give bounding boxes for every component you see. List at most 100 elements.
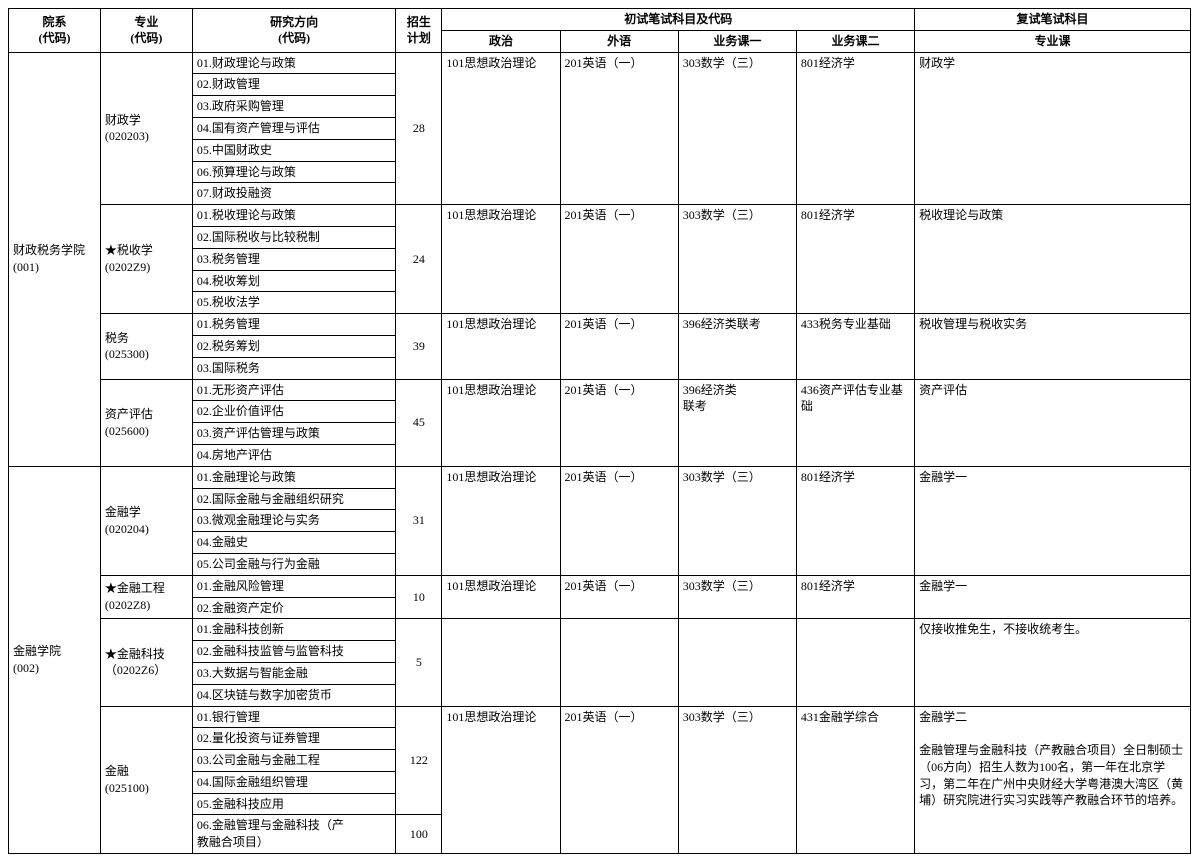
major-cell: 税务 (025300) bbox=[100, 314, 192, 379]
direction-cell: 01.税务管理 bbox=[192, 314, 396, 336]
subject-cell-1: 201英语（一） bbox=[560, 575, 678, 619]
direction-cell: 01.金融科技创新 bbox=[192, 619, 396, 641]
retest-cell: 金融学一 bbox=[915, 575, 1191, 619]
admissions-table: 院系 (代码) 专业 (代码) 研究方向 (代码) 招生 计划 初试笔试科目及代… bbox=[8, 8, 1191, 854]
direction-cell: 02.财政管理 bbox=[192, 74, 396, 96]
header-major: 专业 (代码) bbox=[100, 9, 192, 53]
direction-cell: 02.企业价值评估 bbox=[192, 401, 396, 423]
header-course1: 业务课一 bbox=[678, 30, 796, 52]
direction-cell: 01.金融理论与政策 bbox=[192, 466, 396, 488]
subject-cell-3 bbox=[796, 619, 914, 706]
plan-cell: 45 bbox=[396, 379, 442, 466]
subject-cell-1: 201英语（一） bbox=[560, 205, 678, 314]
direction-cell: 05.中国财政史 bbox=[192, 139, 396, 161]
subject-cell-0: 101思想政治理论 bbox=[442, 52, 560, 205]
subject-cell-3: 801经济学 bbox=[796, 205, 914, 314]
plan-cell: 122 bbox=[396, 706, 442, 815]
subject-cell-1: 201英语（一） bbox=[560, 379, 678, 466]
direction-cell: 01.财政理论与政策 bbox=[192, 52, 396, 74]
major-cell: ★金融工程 (0202Z8) bbox=[100, 575, 192, 619]
direction-cell: 03.税务管理 bbox=[192, 248, 396, 270]
subject-cell-2: 303数学（三） bbox=[678, 466, 796, 575]
table-body: 财政税务学院 (001)财政学 (020203)01.财政理论与政策28101思… bbox=[9, 52, 1191, 853]
direction-cell: 02.金融科技监管与监管科技 bbox=[192, 641, 396, 663]
subject-cell-2: 396经济类 联考 bbox=[678, 379, 796, 466]
header-course2: 业务课二 bbox=[796, 30, 914, 52]
plan-cell: 100 bbox=[396, 815, 442, 854]
direction-cell: 05.公司金融与行为金融 bbox=[192, 553, 396, 575]
retest-cell: 金融学二 金融管理与金融科技（产教融合项目）全日制硕士（06方向）招生人数为10… bbox=[915, 706, 1191, 854]
header-politics: 政治 bbox=[442, 30, 560, 52]
direction-cell: 04.国际金融组织管理 bbox=[192, 771, 396, 793]
direction-cell: 05.金融科技应用 bbox=[192, 793, 396, 815]
header-direction: 研究方向 (代码) bbox=[192, 9, 396, 53]
subject-cell-2: 303数学（三） bbox=[678, 706, 796, 854]
subject-cell-1: 201英语（一） bbox=[560, 466, 678, 575]
subject-cell-0 bbox=[442, 619, 560, 706]
table-row: 资产评估 (025600)01.无形资产评估45101思想政治理论201英语（一… bbox=[9, 379, 1191, 401]
direction-cell: 04.金融史 bbox=[192, 532, 396, 554]
header-retest: 专业课 bbox=[915, 30, 1191, 52]
major-cell: ★税收学 (0202Z9) bbox=[100, 205, 192, 314]
direction-cell: 04.区块链与数字加密货币 bbox=[192, 684, 396, 706]
subject-cell-3: 801经济学 bbox=[796, 466, 914, 575]
subject-cell-2: 303数学（三） bbox=[678, 575, 796, 619]
direction-cell: 03.公司金融与金融工程 bbox=[192, 750, 396, 772]
table-row: 金融 (025100)01.银行管理122101思想政治理论201英语（一）30… bbox=[9, 706, 1191, 728]
plan-cell: 24 bbox=[396, 205, 442, 314]
header-prelim-group: 初试笔试科目及代码 bbox=[442, 9, 915, 31]
direction-cell: 01.无形资产评估 bbox=[192, 379, 396, 401]
subject-cell-0: 101思想政治理论 bbox=[442, 706, 560, 854]
direction-cell: 01.金融风险管理 bbox=[192, 575, 396, 597]
table-row: 税务 (025300)01.税务管理39101思想政治理论201英语（一）396… bbox=[9, 314, 1191, 336]
retest-cell: 金融学一 bbox=[915, 466, 1191, 575]
subject-cell-1: 201英语（一） bbox=[560, 706, 678, 854]
subject-cell-1 bbox=[560, 619, 678, 706]
retest-cell: 财政学 bbox=[915, 52, 1191, 205]
table-row: ★税收学 (0202Z9)01.税收理论与政策24101思想政治理论201英语（… bbox=[9, 205, 1191, 227]
subject-cell-2: 396经济类联考 bbox=[678, 314, 796, 379]
direction-cell: 02.金融资产定价 bbox=[192, 597, 396, 619]
dept-cell: 金融学院 (002) bbox=[9, 466, 101, 853]
subject-cell-3: 801经济学 bbox=[796, 575, 914, 619]
subject-cell-3: 433税务专业基础 bbox=[796, 314, 914, 379]
plan-cell: 28 bbox=[396, 52, 442, 205]
subject-cell-0: 101思想政治理论 bbox=[442, 466, 560, 575]
header-dept: 院系 (代码) bbox=[9, 9, 101, 53]
direction-cell: 03.资产评估管理与政策 bbox=[192, 423, 396, 445]
plan-cell: 5 bbox=[396, 619, 442, 706]
plan-cell: 39 bbox=[396, 314, 442, 379]
table-row: 财政税务学院 (001)财政学 (020203)01.财政理论与政策28101思… bbox=[9, 52, 1191, 74]
direction-cell: 01.税收理论与政策 bbox=[192, 205, 396, 227]
direction-cell: 03.微观金融理论与实务 bbox=[192, 510, 396, 532]
direction-cell: 03.大数据与智能金融 bbox=[192, 662, 396, 684]
major-cell: 金融学 (020204) bbox=[100, 466, 192, 575]
header-foreign: 外语 bbox=[560, 30, 678, 52]
subject-cell-0: 101思想政治理论 bbox=[442, 205, 560, 314]
direction-cell: 01.银行管理 bbox=[192, 706, 396, 728]
direction-cell: 02.量化投资与证券管理 bbox=[192, 728, 396, 750]
subject-cell-1: 201英语（一） bbox=[560, 52, 678, 205]
retest-cell: 仅接收推免生，不接收统考生。 bbox=[915, 619, 1191, 706]
direction-cell: 04.房地产评估 bbox=[192, 444, 396, 466]
retest-cell: 税收理论与政策 bbox=[915, 205, 1191, 314]
subject-cell-2: 303数学（三） bbox=[678, 205, 796, 314]
header-plan: 招生 计划 bbox=[396, 9, 442, 53]
retest-cell: 税收管理与税收实务 bbox=[915, 314, 1191, 379]
subject-cell-0: 101思想政治理论 bbox=[442, 314, 560, 379]
subject-cell-2 bbox=[678, 619, 796, 706]
major-cell: 财政学 (020203) bbox=[100, 52, 192, 205]
table-header: 院系 (代码) 专业 (代码) 研究方向 (代码) 招生 计划 初试笔试科目及代… bbox=[9, 9, 1191, 53]
header-retest-group: 复试笔试科目 bbox=[915, 9, 1191, 31]
direction-cell: 07.财政投融资 bbox=[192, 183, 396, 205]
direction-cell: 02.国际金融与金融组织研究 bbox=[192, 488, 396, 510]
direction-cell: 02.税务筹划 bbox=[192, 335, 396, 357]
table-row: ★金融工程 (0202Z8)01.金融风险管理10101思想政治理论201英语（… bbox=[9, 575, 1191, 597]
major-cell: 资产评估 (025600) bbox=[100, 379, 192, 466]
table-row: 金融学院 (002)金融学 (020204)01.金融理论与政策31101思想政… bbox=[9, 466, 1191, 488]
subject-cell-3: 801经济学 bbox=[796, 52, 914, 205]
direction-cell: 06.预算理论与政策 bbox=[192, 161, 396, 183]
plan-cell: 31 bbox=[396, 466, 442, 575]
major-cell: ★金融科技 （0202Z6） bbox=[100, 619, 192, 706]
subject-cell-3: 436资产评估专业基 础 bbox=[796, 379, 914, 466]
